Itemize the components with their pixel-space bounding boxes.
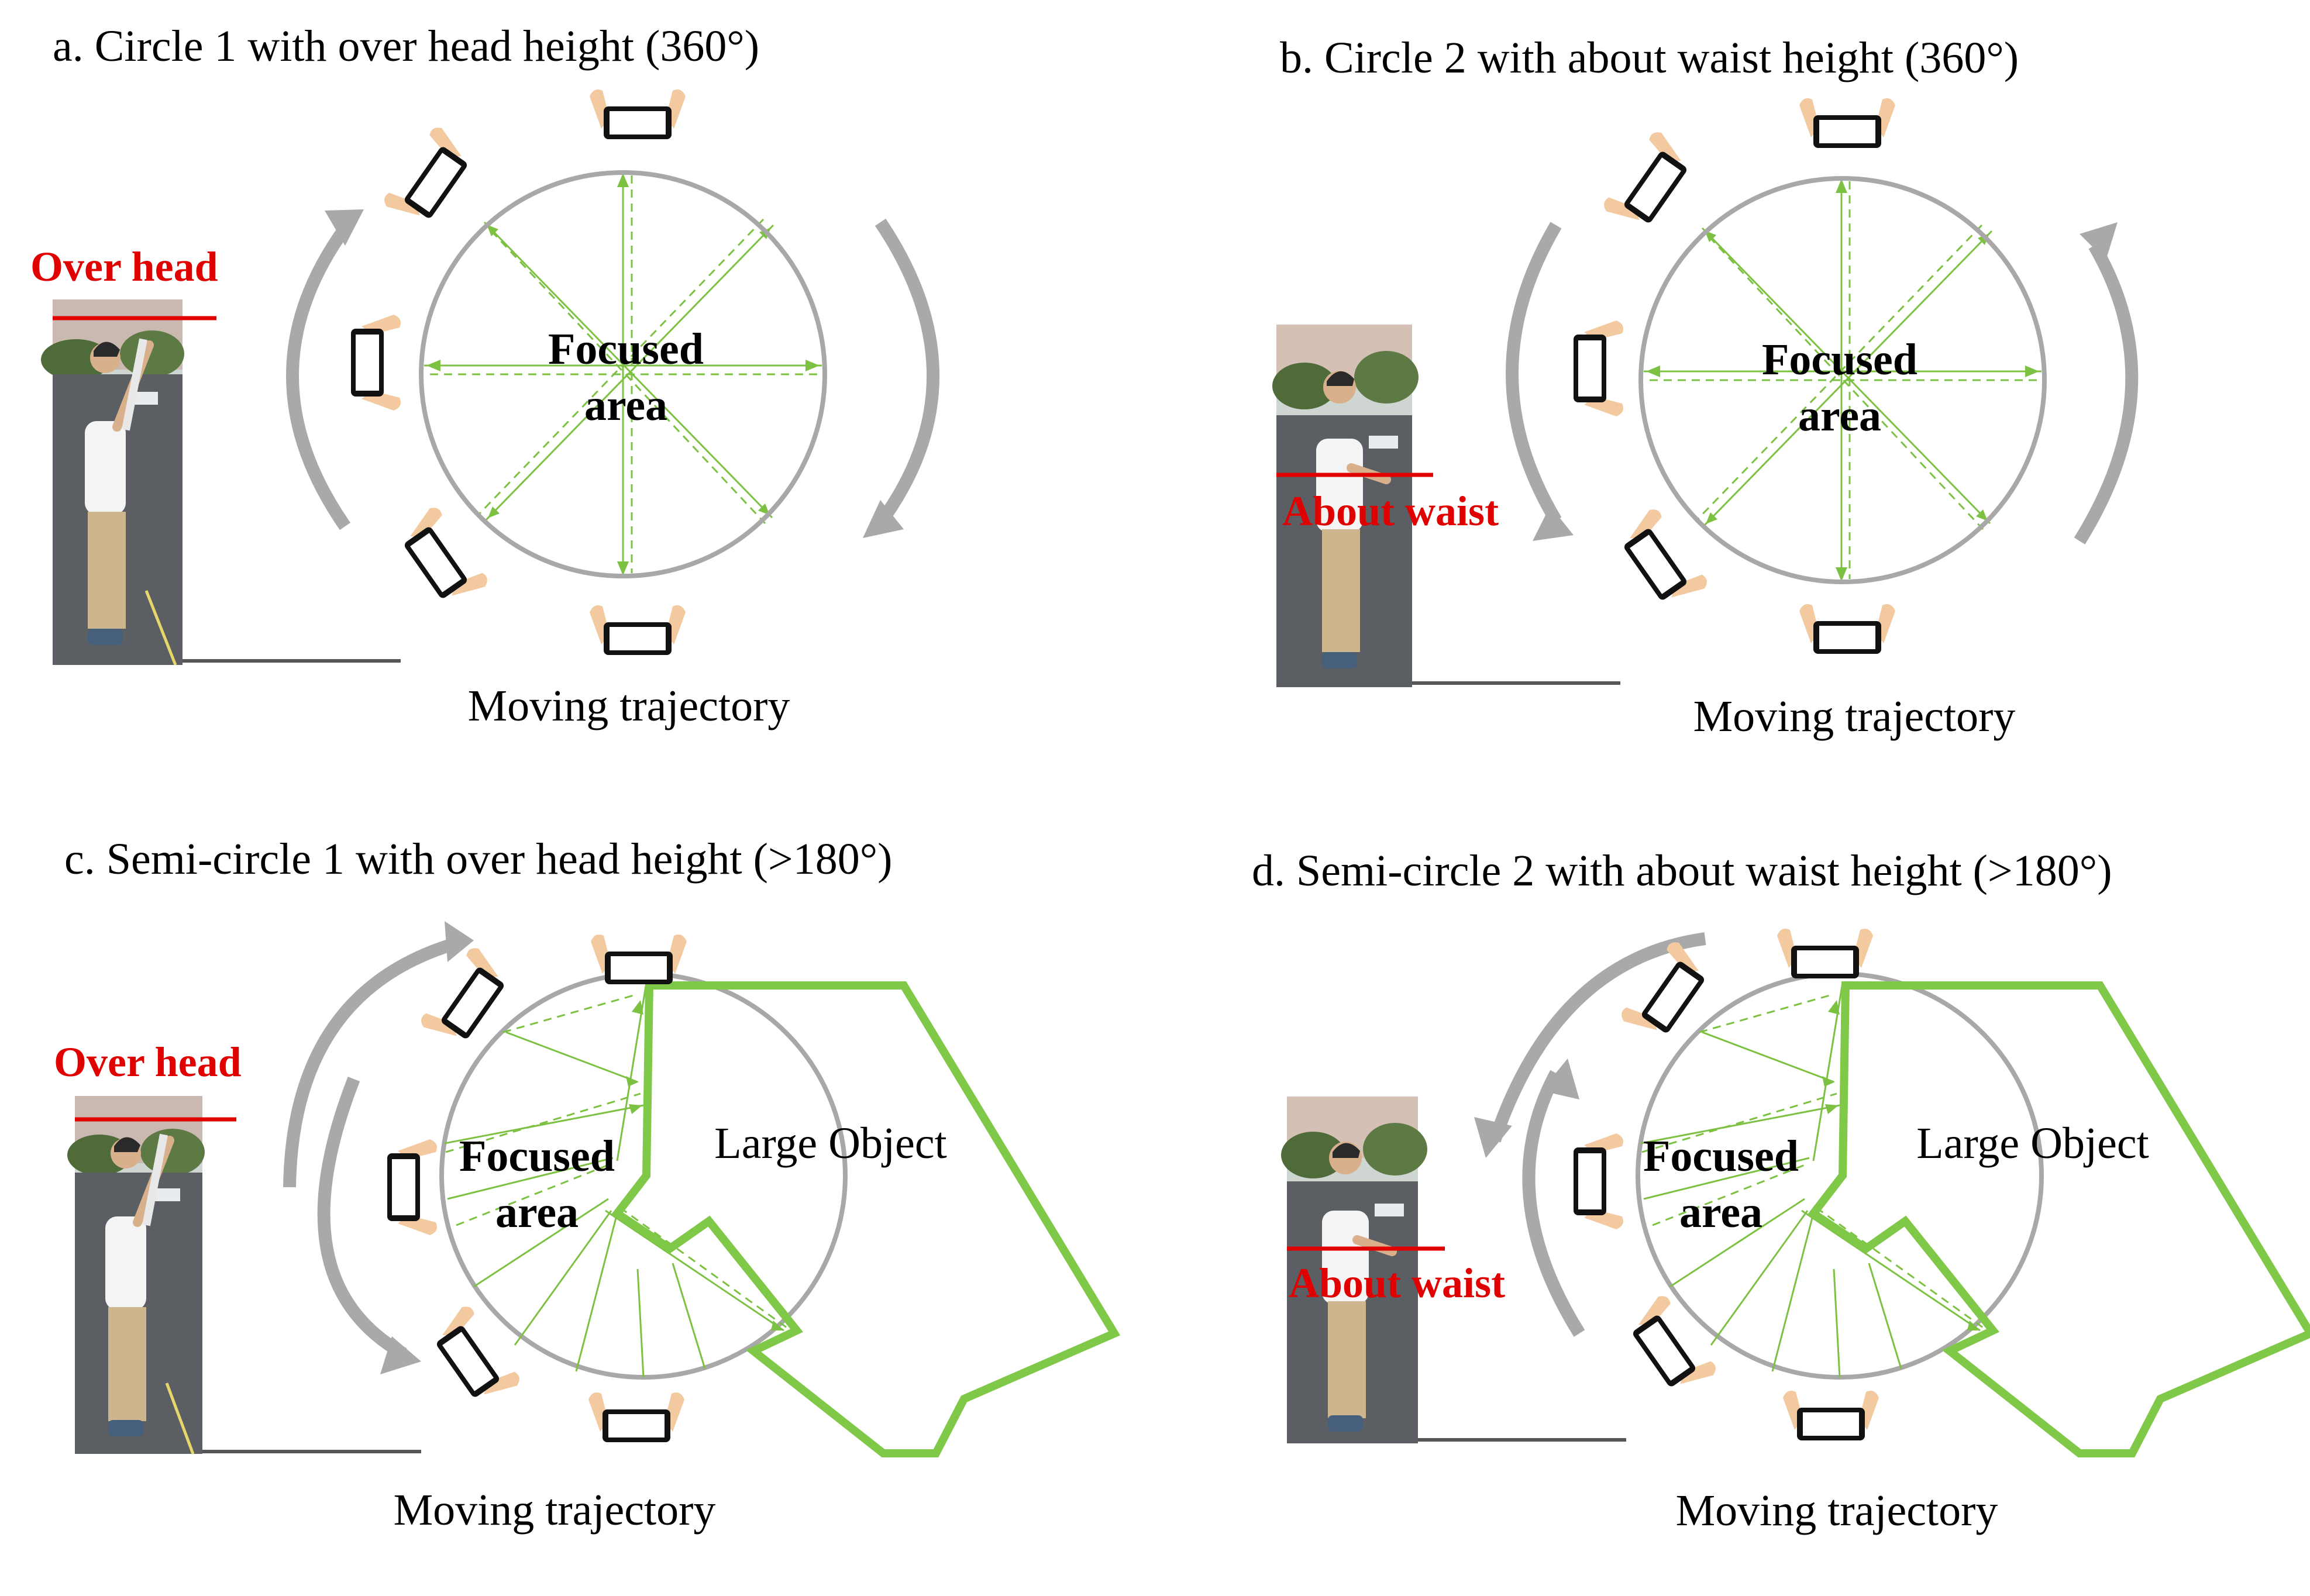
trajectory-label: Moving trajectory	[1676, 1486, 1998, 1535]
person-photo	[1281, 1097, 1427, 1443]
panel-caption: b. Circle 2 with about waist height (360…	[1280, 33, 2019, 82]
smartphone-in-hands-icon	[387, 1139, 437, 1235]
focused-area-label-line2: area	[1798, 391, 1881, 440]
trajectory-circle	[1638, 176, 2047, 584]
height-label: Over head	[54, 1039, 242, 1085]
smartphone-in-hands-icon	[1799, 604, 1895, 654]
smartphone-in-hands-icon	[588, 1392, 684, 1442]
smartphone-in-hands-icon	[384, 127, 467, 218]
panel-caption: c. Semi-circle 1 with over head height (…	[64, 835, 892, 884]
focused-area-label-line1: Focused	[548, 325, 704, 374]
curved-arrow-icon	[317, 1076, 421, 1374]
panel-d: d. Semi-circle 2 with about waist height…	[1228, 807, 2310, 1596]
large-object-label: Large Object	[714, 1119, 946, 1168]
person-photo	[41, 299, 184, 666]
focused-area-label-line2: area	[495, 1188, 579, 1237]
panel-b: b. Circle 2 with about waist height (360…	[1228, 12, 2310, 801]
ray-arrowheads	[426, 173, 820, 575]
smartphone-in-hands-icon	[1633, 1296, 1716, 1387]
smartphone-in-hands-icon	[421, 948, 504, 1039]
trajectory-label: Moving trajectory	[394, 1485, 716, 1535]
curved-arrow-icon	[863, 218, 939, 538]
height-label: About waist	[1282, 488, 1499, 535]
smartphone-in-hands-icon	[1799, 98, 1895, 148]
scan-rays	[444, 982, 787, 1378]
curved-arrow-icon	[286, 209, 364, 530]
focused-area-label-line1: Focused	[1762, 335, 1917, 384]
smartphone-in-hands-icon	[1604, 132, 1687, 223]
curved-arrow-icon	[1506, 222, 1574, 541]
curved-arrow-icon	[2074, 222, 2139, 544]
height-label: About waist	[1289, 1260, 1505, 1307]
smartphone-in-hands-icon	[1624, 509, 1707, 600]
smartphone-in-hands-icon	[1783, 1390, 1879, 1440]
smartphone-in-hands-icon	[436, 1307, 519, 1397]
trajectory-circle	[419, 170, 827, 578]
panel-a: a. Circle 1 with over head height (360°)	[0, 0, 1155, 789]
smartphone-in-hands-icon	[404, 508, 487, 598]
panel-caption: d. Semi-circle 2 with about waist height…	[1252, 846, 2112, 895]
smartphone-in-hands-icon	[1574, 1133, 1623, 1229]
person-photo	[1272, 325, 1419, 687]
ray-arrowheads	[626, 1000, 784, 1330]
scan-rays	[424, 171, 822, 578]
trajectory-label: Moving trajectory	[1693, 692, 2016, 741]
focused-area-label-line2: area	[584, 381, 667, 430]
smartphone-in-hands-icon	[1574, 320, 1623, 416]
scan-rays	[1640, 982, 1984, 1378]
focused-area-label-line1: Focused	[459, 1132, 615, 1181]
ray-arrowheads	[1822, 1000, 1980, 1330]
large-object-outline	[611, 981, 1121, 1457]
scan-rays	[1644, 177, 2042, 584]
panel-caption: a. Circle 1 with over head height (360°)	[53, 22, 759, 71]
person-photo	[67, 1096, 205, 1454]
trajectory-label: Moving trajectory	[468, 681, 790, 730]
smartphone-in-hands-icon	[1777, 928, 1873, 978]
focused-area-label-line1: Focused	[1643, 1132, 1799, 1181]
smartphone-in-hands-icon	[590, 605, 686, 655]
curved-arrow-icon	[283, 921, 474, 1188]
smartphone-in-hands-icon	[591, 934, 687, 984]
curved-arrow-icon	[1474, 932, 1706, 1158]
panel-c: c. Semi-circle 1 with over head height (…	[0, 801, 1155, 1590]
height-label: Over head	[30, 243, 218, 290]
smartphone-in-hands-icon	[1622, 942, 1705, 1033]
smartphone-in-hands-icon	[351, 315, 401, 411]
smartphone-in-hands-icon	[590, 89, 686, 139]
large-object-outline	[1807, 981, 2310, 1457]
large-object-label: Large Object	[1916, 1119, 2149, 1168]
focused-area-label-line2: area	[1679, 1188, 1762, 1237]
curved-arrow-icon	[1522, 1059, 1585, 1337]
